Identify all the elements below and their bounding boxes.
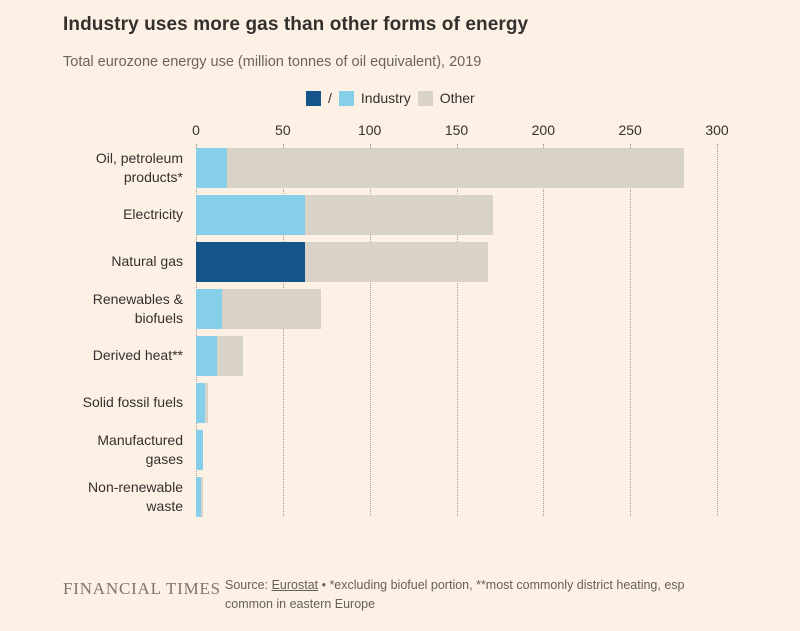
source-note: Source: Eurostat • *excluding biofuel po… — [225, 576, 717, 614]
source-rest: • *excluding biofuel portion, **most com… — [225, 578, 685, 611]
bar-group — [196, 288, 322, 329]
chart-subtitle: Total eurozone energy use (million tonne… — [63, 54, 482, 70]
plot-area: Oil, petroleum products* Electricity Natur… — [63, 144, 753, 520]
legend-label-other: Other — [439, 90, 475, 106]
bar-group — [196, 429, 203, 470]
industry-bar-segment — [196, 147, 228, 188]
industry-bar-segment — [196, 335, 217, 376]
gridline — [282, 144, 284, 516]
other-bar-segment — [227, 147, 684, 188]
category-label: Natural gas — [111, 253, 183, 270]
bar-group — [196, 476, 203, 517]
x-tick-label: 150 — [444, 122, 469, 138]
industry-bar-segment — [196, 241, 306, 282]
legend-label-industry: Industry — [360, 90, 411, 106]
bar-chart: 0 50 100 150 200 250 300 Oil, petroleum produc… — [63, 120, 753, 520]
category-label: Renewables & biofuels — [92, 291, 183, 326]
x-tick-label: 250 — [618, 122, 642, 138]
bar-group — [196, 335, 243, 376]
industry-bar-segment — [196, 429, 203, 470]
category-label: Non-renewable waste — [88, 479, 183, 514]
other-bar-segment — [204, 382, 209, 423]
other-bar-segment — [305, 194, 493, 235]
industry-bar-segment — [196, 382, 205, 423]
bar-group — [196, 194, 493, 235]
industry-bar-segment — [196, 288, 223, 329]
x-axis: 0 50 100 150 200 250 300 — [192, 120, 753, 144]
x-tick-label: 100 — [357, 122, 382, 138]
gridline — [717, 144, 718, 516]
chart-row: Renewables & biofuels — [63, 285, 753, 332]
legend-swatch-industry-highlight — [306, 90, 321, 106]
legend: / Industry Other — [306, 90, 800, 106]
chart-rows: Oil, petroleum products* Electricity Natur… — [63, 144, 753, 520]
other-bar-segment — [216, 335, 243, 376]
x-tick-label: 300 — [705, 122, 729, 138]
gridlines — [196, 144, 753, 516]
category-label: Electricity — [123, 206, 183, 223]
source-prefix: Source: — [225, 578, 272, 592]
category-label: Oil, petroleum products* — [95, 150, 183, 185]
industry-bar-segment — [196, 194, 306, 235]
gridline — [543, 144, 545, 516]
x-tick-label: 0 — [192, 122, 200, 138]
bar-group — [196, 241, 488, 282]
category-label: Manufactured gases — [97, 432, 183, 467]
chart-row: Oil, petroleum products* — [63, 144, 753, 191]
legend-separator: / — [328, 90, 332, 106]
industry-bar-segment — [196, 476, 202, 517]
gridline — [369, 144, 371, 516]
chart-row: Manufactured gases — [63, 426, 753, 473]
legend-swatch-other — [417, 90, 433, 106]
chart-row: Solid fossil fuels — [63, 379, 753, 426]
source-link-eurostat[interactable]: Eurostat — [271, 578, 319, 592]
chart-row: Non-renewable waste — [63, 473, 753, 520]
gridline — [196, 144, 197, 516]
chart-row: Electricity — [63, 191, 753, 238]
bar-group — [196, 382, 209, 423]
ft-logo: FINANCIAL TIMES — [63, 579, 221, 598]
footer: FINANCIAL TIMES Source: Eurostat • *excl… — [63, 576, 763, 614]
category-label: Solid fossil fuels — [82, 394, 183, 411]
gridline — [456, 144, 458, 516]
other-bar-segment — [305, 241, 488, 282]
other-bar-segment — [201, 476, 203, 517]
bar-group — [196, 147, 684, 188]
category-label: Derived heat** — [92, 347, 183, 364]
x-tick-label: 50 — [275, 122, 291, 138]
x-tick-label: 200 — [531, 122, 556, 138]
page-title: Industry uses more gas than other forms … — [63, 14, 529, 35]
other-bar-segment — [222, 288, 322, 329]
chart-row: Natural gas — [63, 238, 753, 285]
legend-swatch-industry — [338, 90, 354, 106]
gridline — [630, 144, 632, 516]
chart-row: Derived heat** — [63, 332, 753, 379]
